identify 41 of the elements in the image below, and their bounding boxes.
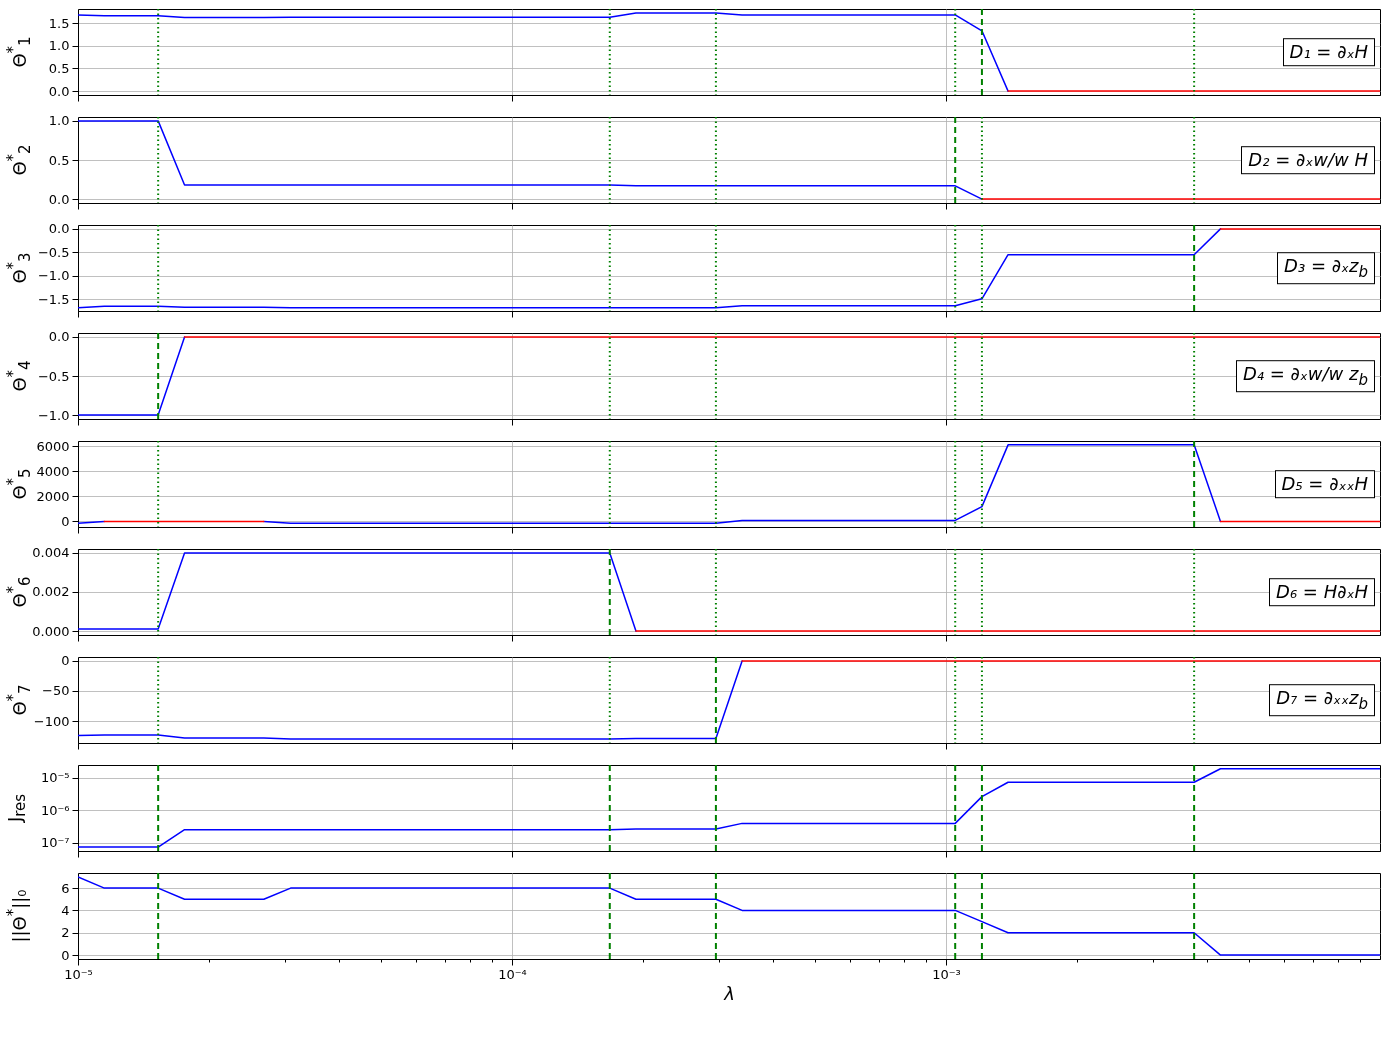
- y-tick-label: 0.0: [48, 191, 70, 207]
- y-tick-label: −50: [42, 683, 70, 699]
- y-tick-label: 1.0: [48, 113, 70, 129]
- y-tick-label: 10⁻⁵: [40, 770, 70, 786]
- annotation: D₃ = ∂ₓz$_{b}$: [1277, 252, 1375, 284]
- annotation: D₆ = H∂ₓH: [1269, 578, 1375, 606]
- y-tick-label: −0.5: [37, 244, 70, 260]
- x-tick-label: 10⁻³: [932, 966, 961, 982]
- annotation: D₂ = ∂ₓw/w H: [1241, 146, 1375, 174]
- y-tick-label: 1.5: [48, 15, 70, 31]
- y-tick-label: 6: [61, 880, 70, 896]
- y-tick-label: 0.0: [48, 83, 70, 99]
- y-tick-label: 0.002: [32, 584, 70, 600]
- y-tick-label: −1.0: [37, 407, 70, 423]
- x-tick-label: 10⁻⁴: [498, 966, 527, 982]
- y-tick-label: 0.000: [32, 623, 70, 639]
- y-tick-label: −100: [33, 713, 70, 729]
- y-tick-label: 6000: [36, 438, 70, 454]
- y-tick-label: 0.0: [48, 221, 70, 237]
- x-axis-title: λ: [723, 982, 735, 1004]
- annotation: D₁ = ∂ₓH: [1282, 38, 1375, 66]
- y-tick-label: −1.5: [37, 291, 70, 307]
- y-tick-label: 0: [61, 653, 70, 669]
- y-tick-label: 2000: [36, 488, 70, 504]
- y-tick-label: 4000: [36, 463, 70, 479]
- y-tick-label: 0: [61, 947, 70, 963]
- y-tick-label: 10⁻⁶: [40, 802, 70, 818]
- y-tick-label: 0.0: [48, 329, 70, 345]
- y-tick-label: 2: [61, 925, 70, 941]
- y-tick-label: 1.0: [48, 38, 70, 54]
- y-tick-label: 0.004: [32, 545, 70, 561]
- annotation: D₅ = ∂ₓₓH: [1274, 470, 1375, 498]
- y-tick-label: 0: [61, 513, 70, 529]
- y-tick-label: 10⁻⁷: [40, 835, 70, 851]
- y-tick-label: 4: [61, 902, 70, 918]
- annotation: D₇ = ∂ₓₓz$_{b}$: [1269, 684, 1375, 716]
- y-tick-label: 0.5: [48, 60, 70, 76]
- y-tick-label: −1.0: [37, 268, 70, 284]
- y-tick-label: 0.5: [48, 152, 70, 168]
- annotation: D₄ = ∂ₓw/w z$_{b}$: [1235, 360, 1375, 392]
- y-tick-label: −0.5: [37, 368, 70, 384]
